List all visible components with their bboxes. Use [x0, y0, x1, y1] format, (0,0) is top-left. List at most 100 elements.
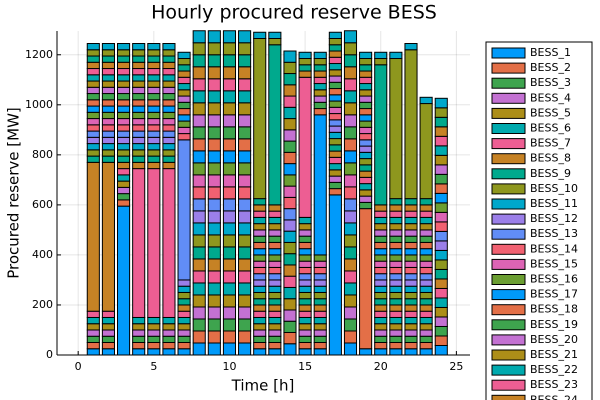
bar-segment	[434, 107, 448, 118]
bar-segment	[132, 124, 146, 132]
bar-segment	[192, 258, 206, 272]
bar-segment	[132, 136, 146, 145]
bar-segment	[328, 50, 342, 58]
bar-segment	[117, 174, 131, 182]
bar-segment	[268, 266, 282, 275]
bar-segment	[389, 223, 403, 231]
bar-segment	[359, 58, 373, 66]
bar-segment	[374, 64, 388, 206]
bar-segment	[238, 66, 252, 80]
bar-segment	[268, 298, 282, 306]
x-tick-label: 10	[222, 360, 236, 373]
bar-segment	[253, 210, 267, 218]
bar-segment	[328, 156, 342, 165]
bar-segment	[101, 341, 115, 350]
bar-segment	[374, 323, 388, 331]
bar-segment	[434, 344, 448, 356]
bar-segment	[253, 335, 267, 343]
bar-segment	[283, 253, 297, 266]
bar-segment	[389, 58, 403, 200]
legend-swatch	[491, 62, 526, 74]
bar-segment	[313, 114, 327, 256]
legend-swatch	[491, 107, 526, 119]
y-tick-label: 200	[32, 298, 53, 311]
bar-segment	[101, 105, 115, 113]
bar-segment	[192, 186, 206, 200]
bar-segment	[117, 205, 131, 356]
bar-segment	[313, 254, 327, 262]
bar-segment	[253, 329, 267, 337]
bar-segment	[238, 102, 252, 116]
bar-segment	[222, 318, 237, 332]
bar-segment	[434, 135, 448, 147]
bar-segment	[207, 90, 221, 104]
bar-segment	[253, 31, 267, 40]
bar-segment	[313, 64, 327, 72]
bar-segment	[132, 86, 146, 95]
bar-segment	[343, 126, 358, 140]
bar-segment	[359, 145, 373, 153]
bar-segment	[374, 285, 388, 293]
bar-segment	[389, 323, 403, 331]
legend-label: BESS_2	[530, 61, 571, 74]
bar-segment	[298, 279, 312, 287]
bar-segment	[374, 298, 388, 306]
bar-segment	[177, 108, 191, 116]
bar-segment	[86, 310, 100, 318]
bar-segment	[434, 116, 448, 128]
bar-segment	[419, 103, 433, 200]
bar-segment	[207, 342, 221, 356]
bar-segment	[434, 126, 448, 137]
bar-segment	[253, 254, 267, 262]
bar-segment	[207, 66, 221, 80]
bar-segment	[101, 348, 115, 356]
bar-segment	[101, 136, 115, 145]
bar-segment	[419, 96, 433, 105]
bar-segment	[328, 113, 342, 121]
bar-segment	[147, 136, 161, 145]
bar-segment	[313, 83, 327, 91]
bar-segment	[359, 183, 373, 191]
bar-segment	[389, 241, 403, 250]
bar-segment	[86, 68, 100, 76]
bar-segment	[101, 329, 115, 337]
bar-segment	[238, 90, 252, 104]
bar-segment	[147, 168, 161, 318]
bar-segment	[207, 162, 221, 176]
bar-segment	[268, 248, 282, 256]
bar-segment	[374, 279, 388, 287]
bar-segment	[117, 68, 131, 76]
legend-swatch	[491, 289, 526, 301]
bar-segment	[298, 285, 312, 293]
bar-segment	[207, 294, 221, 308]
bar-segment	[404, 316, 418, 325]
legend-swatch	[491, 123, 526, 134]
bar-segment	[222, 54, 237, 68]
bar-segment	[253, 260, 267, 268]
bar-segment	[419, 248, 433, 256]
bar-segment	[404, 254, 418, 262]
bar-segment	[298, 266, 312, 275]
bar-segment	[298, 335, 312, 343]
bar-segment	[192, 318, 206, 332]
bar-segment	[283, 129, 297, 142]
bar-segment	[117, 155, 131, 163]
legend-label: BESS_4	[530, 91, 571, 104]
legend-label: BESS_15	[530, 257, 578, 270]
bar-segment	[117, 61, 131, 70]
bar-segment	[343, 162, 358, 176]
bar-segment	[192, 30, 206, 44]
bar-segment	[147, 93, 161, 101]
bar-segment	[222, 114, 237, 128]
bar-segment	[132, 99, 146, 107]
bar-segment	[434, 145, 448, 156]
bar-segment	[359, 151, 373, 160]
bar-segment	[86, 341, 100, 350]
bar-segment	[359, 201, 373, 210]
bar-segment	[419, 310, 433, 318]
legend-swatch	[491, 379, 526, 391]
bar-segment	[86, 105, 100, 113]
bar-segment	[298, 241, 312, 250]
bar-segment	[101, 161, 115, 312]
bar-segment	[177, 285, 191, 293]
